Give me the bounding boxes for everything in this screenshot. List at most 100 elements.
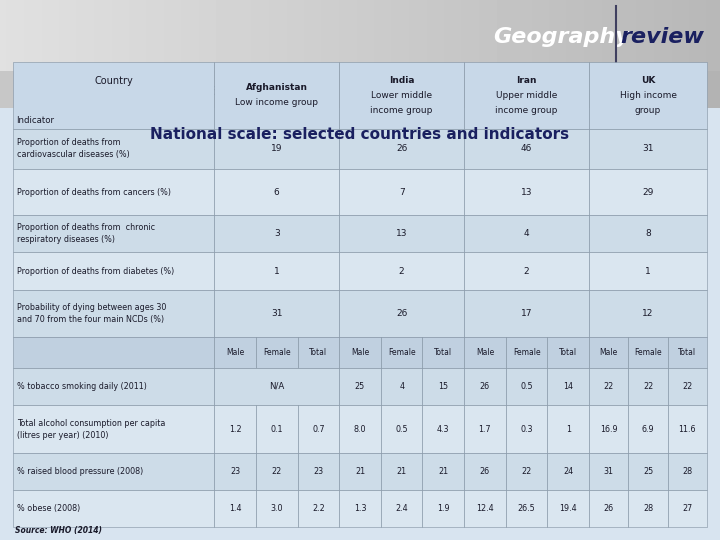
Bar (215, 215, 339, 252)
Bar (667, 368, 707, 406)
Bar (339, 169, 464, 215)
Bar (339, 490, 381, 526)
Text: 28: 28 (683, 467, 693, 476)
Bar (215, 368, 339, 406)
Text: 26: 26 (396, 309, 408, 318)
Bar (505, 490, 547, 526)
Text: Male: Male (600, 348, 618, 356)
Text: Female: Female (513, 348, 541, 356)
Text: Low income group: Low income group (235, 98, 318, 107)
Bar (215, 490, 256, 526)
Text: income group: income group (495, 106, 558, 115)
Bar (589, 129, 707, 169)
Text: 12.4: 12.4 (476, 504, 494, 512)
Text: 25: 25 (355, 382, 365, 391)
Text: (litres per year) (2010): (litres per year) (2010) (17, 431, 109, 440)
Text: 3: 3 (274, 229, 279, 238)
Bar (589, 406, 629, 453)
Text: 3.0: 3.0 (271, 504, 283, 512)
Bar (13, 62, 215, 129)
Text: 0.5: 0.5 (395, 425, 408, 434)
Bar (13, 129, 215, 169)
Bar (464, 490, 505, 526)
Bar (339, 368, 381, 406)
Bar (339, 62, 464, 129)
Bar (13, 336, 215, 368)
Text: 12: 12 (642, 309, 654, 318)
Bar (13, 453, 215, 490)
Text: Male: Male (351, 348, 369, 356)
Text: 2: 2 (523, 267, 529, 276)
Text: 4.3: 4.3 (437, 425, 449, 434)
Text: 1: 1 (566, 425, 571, 434)
Bar (547, 336, 589, 368)
Text: 13: 13 (396, 229, 408, 238)
Text: Proportion of deaths from diabetes (%): Proportion of deaths from diabetes (%) (17, 267, 174, 276)
Bar (297, 453, 339, 490)
Bar (464, 129, 589, 169)
Text: 1: 1 (645, 267, 651, 276)
Bar (215, 453, 256, 490)
Text: 1.9: 1.9 (437, 504, 449, 512)
Bar (13, 215, 215, 252)
Text: 21: 21 (355, 467, 365, 476)
Bar (589, 291, 707, 336)
Bar (339, 129, 464, 169)
Bar (215, 336, 256, 368)
Bar (256, 490, 297, 526)
Text: Upper middle: Upper middle (496, 91, 557, 100)
Bar (339, 291, 464, 336)
Text: 11.6: 11.6 (679, 425, 696, 434)
Bar (505, 453, 547, 490)
Text: 26: 26 (480, 467, 490, 476)
Bar (339, 215, 464, 252)
Text: 2.4: 2.4 (395, 504, 408, 512)
Text: UK: UK (641, 76, 655, 85)
Bar (13, 252, 215, 291)
Bar (464, 215, 589, 252)
Text: Total: Total (678, 348, 696, 356)
Text: 2.2: 2.2 (312, 504, 325, 512)
Text: National scale: selected countries and indicators: National scale: selected countries and i… (150, 127, 570, 143)
Text: 6.9: 6.9 (642, 425, 654, 434)
Text: 1.7: 1.7 (479, 425, 491, 434)
Text: 8: 8 (645, 229, 651, 238)
Text: 8.0: 8.0 (354, 425, 366, 434)
Text: Male: Male (226, 348, 244, 356)
Text: 26: 26 (480, 382, 490, 391)
Text: Female: Female (388, 348, 415, 356)
Text: 0.1: 0.1 (271, 425, 283, 434)
Text: 28: 28 (643, 504, 653, 512)
Bar (423, 490, 464, 526)
Text: Iran: Iran (516, 76, 537, 85)
Text: 6: 6 (274, 188, 279, 197)
Text: Afghanistan: Afghanistan (246, 83, 307, 92)
Bar (589, 215, 707, 252)
Bar (215, 169, 339, 215)
Bar (215, 291, 339, 336)
Text: 22: 22 (683, 382, 693, 391)
Bar (381, 490, 423, 526)
Text: 22: 22 (643, 382, 653, 391)
Text: 4: 4 (523, 229, 529, 238)
Bar (505, 368, 547, 406)
Text: Male: Male (476, 348, 494, 356)
Text: 26: 26 (603, 504, 613, 512)
Bar (464, 169, 589, 215)
Text: 31: 31 (603, 467, 613, 476)
Text: and 70 from the four main NCDs (%): and 70 from the four main NCDs (%) (17, 315, 164, 324)
Text: 2: 2 (399, 267, 405, 276)
Bar (381, 453, 423, 490)
Bar (464, 336, 505, 368)
Text: 23: 23 (313, 467, 323, 476)
Text: 13: 13 (521, 188, 532, 197)
Text: 22: 22 (521, 467, 531, 476)
Bar (13, 490, 215, 526)
Bar (339, 453, 381, 490)
Bar (339, 252, 464, 291)
Bar (464, 368, 505, 406)
Bar (589, 252, 707, 291)
Text: Probability of dying between ages 30: Probability of dying between ages 30 (17, 303, 166, 312)
Text: 0.7: 0.7 (312, 425, 325, 434)
Text: 15: 15 (438, 382, 449, 391)
